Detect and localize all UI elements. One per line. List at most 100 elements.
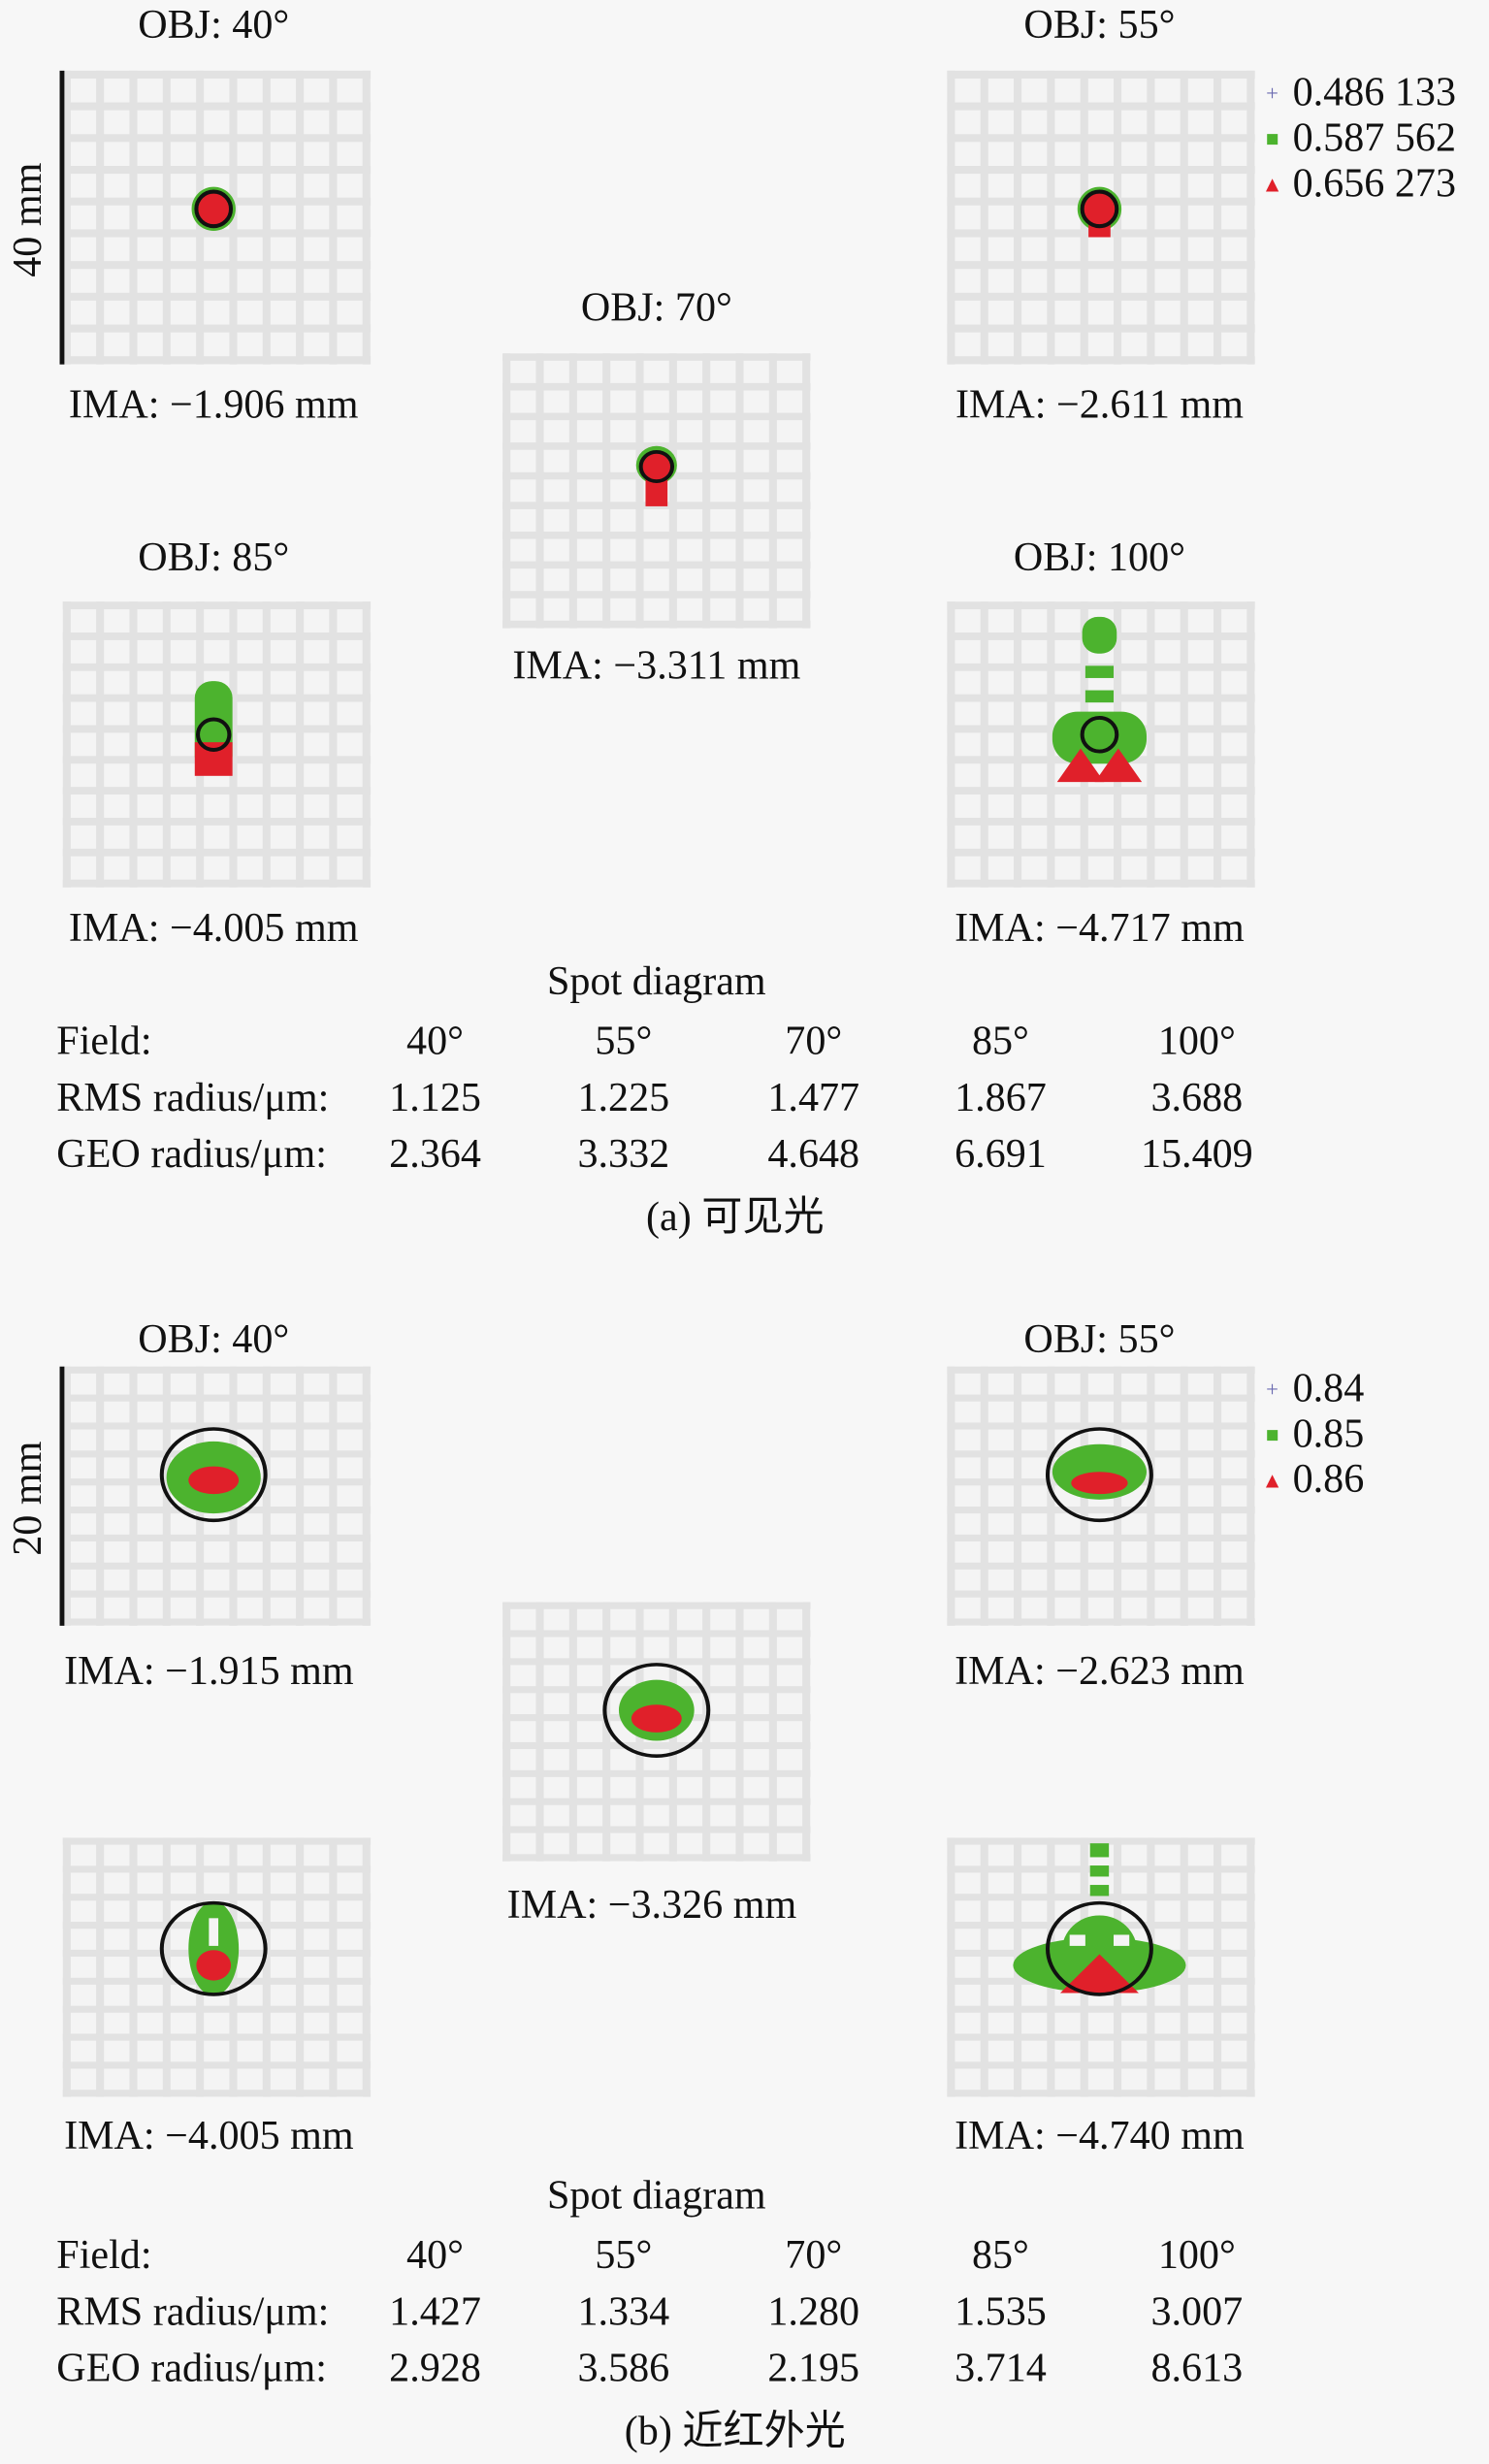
grid-line-horizontal [502, 531, 811, 539]
table-cell: 1.334 [577, 2288, 670, 2335]
grid-line-vertical [162, 601, 171, 888]
grid-line-vertical [535, 1602, 544, 1862]
grid-line-vertical [568, 353, 577, 629]
grid-line-horizontal [947, 601, 1255, 610]
grid-line-vertical [702, 353, 711, 629]
table-cell: 1.535 [955, 2288, 1047, 2335]
grid-line-horizontal [947, 1394, 1255, 1402]
spot-plot [947, 601, 1255, 888]
spot-points [159, 1427, 268, 1523]
table-header-field: 40° [406, 2231, 464, 2278]
grid-line-vertical [1213, 1366, 1222, 1626]
grid-line-horizontal [62, 848, 372, 857]
grid-line-vertical [62, 1837, 71, 2097]
grid-line-horizontal [947, 102, 1255, 111]
table-cell: 1.125 [389, 1074, 481, 1120]
grid-line-horizontal [947, 134, 1255, 143]
triangle-icon: ▲ [1261, 174, 1283, 199]
panel-caption: (b) 近红外光 [624, 2408, 846, 2454]
spot-plot [947, 1366, 1255, 1626]
grid-line-vertical [1246, 1366, 1255, 1626]
grid-line-vertical [947, 601, 955, 888]
spot-points [194, 681, 233, 776]
grid-line-vertical [296, 1837, 305, 2097]
scale-bar [59, 1366, 65, 1626]
grid-line-vertical [768, 1602, 777, 1862]
grid-line-horizontal [62, 1562, 372, 1570]
grid-line-vertical [1246, 1837, 1255, 2097]
spot-points [1077, 186, 1122, 238]
table-header-field: 70° [785, 2231, 843, 2278]
grid-line-vertical [1014, 70, 1022, 365]
grid-line-vertical [1047, 70, 1055, 365]
grid-line-vertical [735, 353, 744, 629]
grid-line-horizontal [947, 787, 1255, 795]
table-cell: 3.714 [955, 2345, 1047, 2391]
grid-line-horizontal [62, 134, 372, 143]
grid-line-vertical [96, 1837, 105, 2097]
grid-line-horizontal [502, 591, 811, 599]
grid-line-vertical [229, 601, 238, 888]
grid-line-horizontal [947, 292, 1255, 301]
grid-line-horizontal [947, 2033, 1255, 2041]
spot-plot [947, 70, 1255, 365]
triangle-icon: ▲ [1261, 1470, 1283, 1494]
square-icon: ■ [1265, 1424, 1279, 1448]
grid-line-horizontal [502, 1658, 811, 1666]
grid-line-horizontal [947, 1618, 1255, 1626]
image-height-label: IMA: −1.906 mm [68, 381, 359, 428]
grid-line-horizontal [502, 561, 811, 569]
grid-line-vertical [980, 1366, 988, 1626]
table-cell: 3.007 [1150, 2288, 1244, 2335]
grid-line-horizontal [62, 261, 372, 270]
grid-line-vertical [62, 70, 71, 365]
spot-plot [62, 1366, 372, 1626]
table-cell: 6.691 [955, 1130, 1047, 1177]
grid-line-vertical [1213, 1837, 1222, 2097]
grid-line-horizontal [502, 412, 811, 421]
grid-line-horizontal [947, 70, 1255, 79]
grid-line-vertical [1147, 70, 1155, 365]
grid-line-horizontal [947, 1422, 1255, 1430]
image-height-label: IMA: −3.311 mm [512, 642, 801, 689]
square-icon: ■ [1265, 128, 1279, 153]
grid-line-vertical [502, 1602, 511, 1862]
grid-line-vertical [1180, 1366, 1188, 1626]
grid-line-horizontal [502, 620, 811, 629]
grid-line-horizontal [62, 2061, 372, 2069]
legend-label: 0.85 [1292, 1410, 1365, 1456]
table-cell: 2.928 [389, 2345, 481, 2391]
table-header-field: 85° [971, 1018, 1029, 1064]
grid-line-horizontal [947, 848, 1255, 857]
spot-plot [502, 353, 811, 629]
grid-line-vertical [329, 601, 338, 888]
table-header-field: 55° [595, 1018, 653, 1064]
grid-line-horizontal [947, 356, 1255, 365]
grid-line-horizontal [947, 879, 1255, 888]
grid-line-horizontal [62, 70, 372, 79]
table-cell: 8.613 [1150, 2345, 1244, 2391]
grid-line-vertical [329, 1837, 338, 2097]
grid-line-horizontal [947, 1534, 1255, 1542]
table-header-field: 55° [595, 2231, 653, 2278]
grid-line-horizontal [502, 353, 811, 361]
grid-line-horizontal [947, 2061, 1255, 2069]
legend-label: 0.84 [1292, 1365, 1365, 1411]
spot-plot [947, 1837, 1255, 2097]
image-height-label: IMA: −2.623 mm [955, 1647, 1245, 1694]
grid-line-horizontal [947, 165, 1255, 175]
grid-line-horizontal [62, 879, 372, 888]
grid-line-vertical [262, 1366, 271, 1626]
grid-line-vertical [980, 1837, 988, 2097]
grid-line-horizontal [62, 102, 372, 111]
grid-line-horizontal [947, 1894, 1255, 1901]
table-header-field: 40° [406, 1018, 464, 1064]
grid-line-vertical [96, 1366, 105, 1626]
spot-points [635, 445, 677, 506]
table-cell: 15.409 [1140, 1130, 1253, 1177]
table-cell: 1.867 [955, 1074, 1047, 1120]
table-cell: 3.688 [1150, 1074, 1244, 1120]
table-header-label: Field: [56, 1018, 152, 1064]
table-cell: 1.225 [577, 1074, 670, 1120]
grid-line-vertical [96, 70, 105, 365]
